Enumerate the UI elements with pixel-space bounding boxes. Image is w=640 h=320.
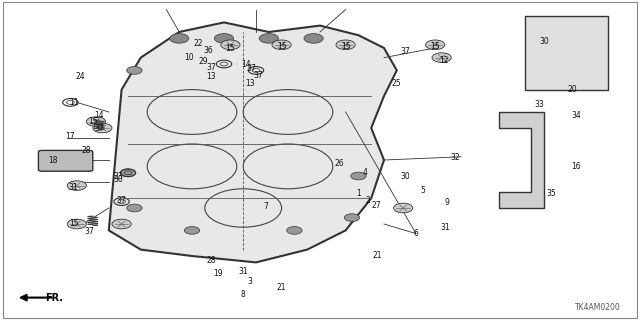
Text: 31: 31: [440, 223, 450, 232]
Text: 21: 21: [373, 252, 382, 260]
Text: 1: 1: [356, 189, 361, 198]
Text: 37: 37: [246, 64, 257, 73]
Text: TK4AM0200: TK4AM0200: [575, 303, 621, 312]
Text: 24: 24: [75, 72, 85, 81]
Text: 3: 3: [247, 277, 252, 286]
Text: 13: 13: [206, 72, 216, 81]
Circle shape: [170, 34, 189, 43]
Text: 7: 7: [263, 202, 268, 211]
Circle shape: [67, 181, 86, 190]
Text: 36: 36: [203, 46, 213, 55]
Text: 19: 19: [212, 269, 223, 278]
Text: 10: 10: [184, 53, 194, 62]
Text: 4: 4: [362, 168, 367, 177]
Text: 11: 11: [69, 98, 78, 107]
PathPatch shape: [499, 112, 544, 208]
Text: 21: 21: [277, 284, 286, 292]
Text: 37: 37: [94, 124, 104, 132]
Text: 6: 6: [413, 229, 419, 238]
Circle shape: [112, 219, 131, 229]
Circle shape: [287, 227, 302, 234]
PathPatch shape: [109, 22, 397, 262]
Text: 14: 14: [241, 60, 252, 68]
Text: 30: 30: [400, 172, 410, 180]
Text: 5: 5: [420, 186, 425, 195]
Text: 9: 9: [444, 198, 449, 207]
Text: 37: 37: [206, 63, 216, 72]
Circle shape: [272, 40, 291, 50]
Circle shape: [336, 40, 355, 50]
Text: 28: 28: [82, 146, 91, 155]
Text: 31: 31: [68, 183, 79, 192]
Circle shape: [259, 34, 278, 43]
Text: 15: 15: [225, 44, 236, 52]
Circle shape: [426, 40, 445, 50]
PathPatch shape: [525, 16, 608, 90]
Circle shape: [304, 34, 323, 43]
Text: 31: 31: [238, 268, 248, 276]
Text: 15: 15: [276, 42, 287, 51]
Text: 33: 33: [534, 100, 544, 109]
Text: FR.: FR.: [45, 292, 63, 303]
Text: 34: 34: [571, 111, 581, 120]
Text: 30: 30: [540, 37, 550, 46]
Circle shape: [86, 117, 106, 126]
Text: 37: 37: [253, 71, 263, 80]
Text: 15: 15: [430, 42, 440, 51]
Text: 29: 29: [198, 57, 208, 66]
Text: 15: 15: [340, 42, 351, 51]
Circle shape: [127, 204, 142, 212]
Text: 2: 2: [365, 196, 371, 204]
Text: 37: 37: [84, 227, 95, 236]
Text: 23: 23: [113, 172, 124, 180]
Text: 28: 28: [207, 256, 216, 265]
Circle shape: [93, 123, 112, 133]
Text: 37: 37: [116, 196, 127, 204]
Circle shape: [344, 214, 360, 221]
Text: 18: 18: [48, 156, 57, 164]
Text: 16: 16: [571, 162, 581, 171]
Text: 22: 22: [194, 39, 203, 48]
Text: 15: 15: [68, 220, 79, 228]
Circle shape: [67, 219, 86, 229]
Circle shape: [214, 34, 234, 43]
Text: 26: 26: [334, 159, 344, 168]
Circle shape: [221, 40, 240, 50]
Circle shape: [432, 53, 451, 62]
Text: 15: 15: [88, 117, 98, 126]
Text: 30: 30: [113, 175, 124, 184]
Text: 32: 32: [451, 153, 461, 162]
Text: 37: 37: [400, 47, 410, 56]
Text: 12: 12: [439, 56, 448, 65]
Circle shape: [351, 172, 366, 180]
Circle shape: [120, 169, 136, 177]
Text: 35: 35: [546, 189, 556, 198]
Circle shape: [127, 67, 142, 74]
Text: 14: 14: [94, 111, 104, 120]
Circle shape: [394, 203, 413, 213]
Text: 8: 8: [241, 290, 246, 299]
Text: 20: 20: [568, 85, 578, 94]
Text: 17: 17: [65, 132, 76, 140]
Text: 25: 25: [392, 79, 402, 88]
Circle shape: [184, 227, 200, 234]
Text: 27: 27: [371, 201, 381, 210]
Text: 13: 13: [244, 79, 255, 88]
FancyBboxPatch shape: [38, 150, 93, 171]
